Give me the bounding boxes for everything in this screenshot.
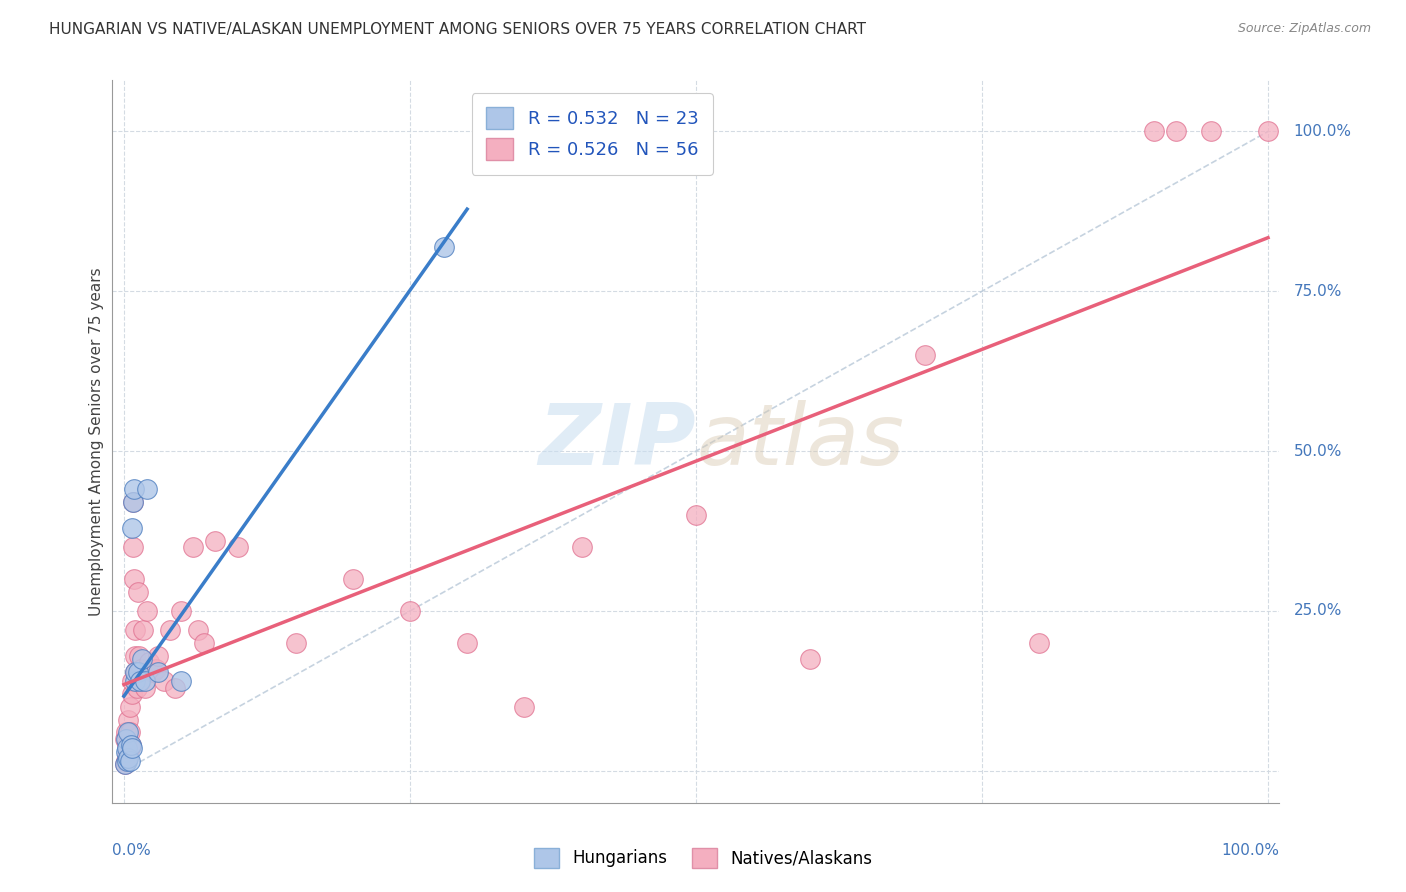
- Point: [118, 725, 141, 739]
- Point: [685, 508, 707, 522]
- Point: [141, 665, 163, 679]
- Point: [914, 348, 936, 362]
- Text: 0.0%: 0.0%: [112, 843, 152, 857]
- Point: [132, 623, 155, 637]
- Text: 100.0%: 100.0%: [1222, 843, 1279, 857]
- Text: atlas: atlas: [696, 400, 904, 483]
- Point: [1028, 636, 1050, 650]
- Point: [115, 725, 138, 739]
- Point: [115, 754, 138, 768]
- Point: [399, 604, 422, 618]
- Point: [170, 604, 193, 618]
- Point: [114, 731, 136, 746]
- Point: [122, 540, 145, 554]
- Point: [1257, 124, 1279, 138]
- Point: [153, 674, 176, 689]
- Point: [118, 754, 141, 768]
- Point: [228, 540, 250, 554]
- Point: [117, 713, 139, 727]
- Point: [187, 623, 209, 637]
- Point: [456, 636, 478, 650]
- Point: [117, 751, 139, 765]
- Point: [135, 604, 157, 618]
- Point: [115, 745, 138, 759]
- Point: [135, 483, 157, 497]
- Point: [115, 731, 138, 746]
- Point: [122, 572, 145, 586]
- Point: [124, 674, 146, 689]
- Point: [1166, 124, 1188, 138]
- Point: [134, 674, 156, 689]
- Point: [118, 699, 141, 714]
- Point: [121, 521, 143, 535]
- Point: [122, 495, 145, 509]
- Point: [114, 757, 136, 772]
- Point: [284, 636, 307, 650]
- Point: [124, 648, 146, 663]
- Point: [148, 665, 170, 679]
- Text: 100.0%: 100.0%: [1294, 124, 1351, 139]
- Point: [193, 636, 215, 650]
- Point: [159, 623, 181, 637]
- Text: 75.0%: 75.0%: [1294, 284, 1341, 299]
- Point: [131, 652, 153, 666]
- Point: [127, 584, 149, 599]
- Point: [121, 674, 143, 689]
- Y-axis label: Unemployment Among Seniors over 75 years: Unemployment Among Seniors over 75 years: [89, 268, 104, 615]
- Point: [129, 674, 152, 689]
- Point: [145, 661, 167, 675]
- Point: [342, 572, 364, 586]
- Point: [128, 648, 150, 663]
- Point: [129, 661, 152, 675]
- Point: [121, 687, 143, 701]
- Point: [120, 738, 142, 752]
- Point: [122, 483, 145, 497]
- Point: [1199, 124, 1222, 138]
- Point: [127, 665, 149, 679]
- Point: [181, 540, 204, 554]
- Point: [117, 754, 139, 768]
- Point: [433, 239, 456, 253]
- Point: [148, 648, 170, 663]
- Point: [799, 652, 821, 666]
- Point: [117, 741, 139, 756]
- Point: [170, 674, 193, 689]
- Point: [571, 540, 593, 554]
- Point: [129, 674, 152, 689]
- Point: [138, 655, 160, 669]
- Legend: Hungarians, Natives/Alaskans: Hungarians, Natives/Alaskans: [527, 841, 879, 875]
- Point: [165, 681, 187, 695]
- Point: [129, 665, 152, 679]
- Point: [124, 665, 146, 679]
- Point: [121, 741, 143, 756]
- Text: 50.0%: 50.0%: [1294, 443, 1341, 458]
- Point: [117, 747, 139, 762]
- Point: [117, 738, 139, 752]
- Point: [134, 681, 156, 695]
- Text: 25.0%: 25.0%: [1294, 604, 1341, 618]
- Text: Source: ZipAtlas.com: Source: ZipAtlas.com: [1237, 22, 1371, 36]
- Text: HUNGARIAN VS NATIVE/ALASKAN UNEMPLOYMENT AMONG SENIORS OVER 75 YEARS CORRELATION: HUNGARIAN VS NATIVE/ALASKAN UNEMPLOYMENT…: [49, 22, 866, 37]
- Point: [513, 699, 536, 714]
- Point: [122, 495, 145, 509]
- Point: [1142, 124, 1164, 138]
- Point: [125, 681, 148, 695]
- Point: [118, 741, 141, 756]
- Point: [124, 665, 146, 679]
- Point: [117, 745, 139, 759]
- Legend: R = 0.532   N = 23, R = 0.526   N = 56: R = 0.532 N = 23, R = 0.526 N = 56: [471, 93, 713, 175]
- Text: ZIP: ZIP: [538, 400, 696, 483]
- Point: [117, 725, 139, 739]
- Point: [120, 738, 142, 752]
- Point: [114, 757, 136, 772]
- Point: [124, 623, 146, 637]
- Point: [204, 533, 226, 548]
